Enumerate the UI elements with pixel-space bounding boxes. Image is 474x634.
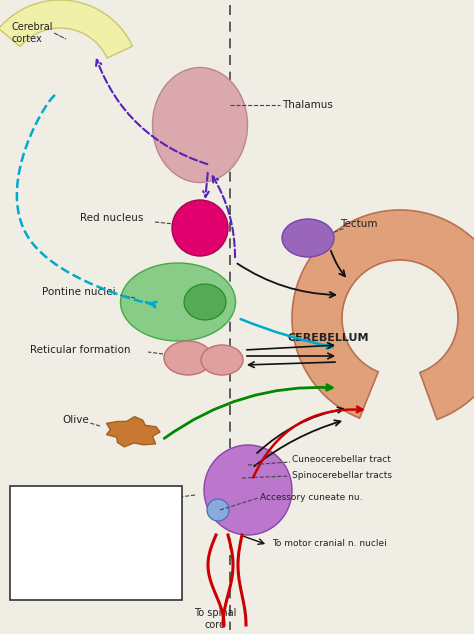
Text: Thalamus: Thalamus <box>282 100 333 110</box>
Ellipse shape <box>120 263 236 341</box>
Text: Olive: Olive <box>62 415 89 425</box>
Polygon shape <box>0 0 133 58</box>
Ellipse shape <box>164 341 212 375</box>
Polygon shape <box>107 417 160 447</box>
Text: Cerebral
cortex: Cerebral cortex <box>12 22 54 44</box>
Text: Red nucleus: Red nucleus <box>80 213 143 223</box>
Text: To spinal
cord: To spinal cord <box>194 609 236 630</box>
Text: Accessory cuneate nu.: Accessory cuneate nu. <box>260 493 363 501</box>
Circle shape <box>172 200 228 256</box>
FancyBboxPatch shape <box>10 486 182 600</box>
Circle shape <box>207 499 229 521</box>
Text: Vestibular nuclei: Vestibular nuclei <box>68 493 155 503</box>
Text: Pontine nuclei: Pontine nuclei <box>42 287 116 297</box>
Ellipse shape <box>153 67 247 183</box>
Polygon shape <box>292 210 474 420</box>
Text: Tectum: Tectum <box>340 219 377 229</box>
Ellipse shape <box>204 445 292 535</box>
Ellipse shape <box>184 284 226 320</box>
Text: To motor cranial n. nuclei: To motor cranial n. nuclei <box>272 538 387 548</box>
Text: Cuneocerebellar tract: Cuneocerebellar tract <box>292 455 391 465</box>
Text: Fig. 12.6. Scheme to
show the main
connections of the
cerebellum.: Fig. 12.6. Scheme to show the main conne… <box>46 517 146 569</box>
Text: CEREBELLUM: CEREBELLUM <box>288 333 370 343</box>
Text: Reticular formation: Reticular formation <box>30 345 130 355</box>
Ellipse shape <box>201 345 243 375</box>
Ellipse shape <box>282 219 334 257</box>
Text: Spinocerebellar tracts: Spinocerebellar tracts <box>292 470 392 479</box>
